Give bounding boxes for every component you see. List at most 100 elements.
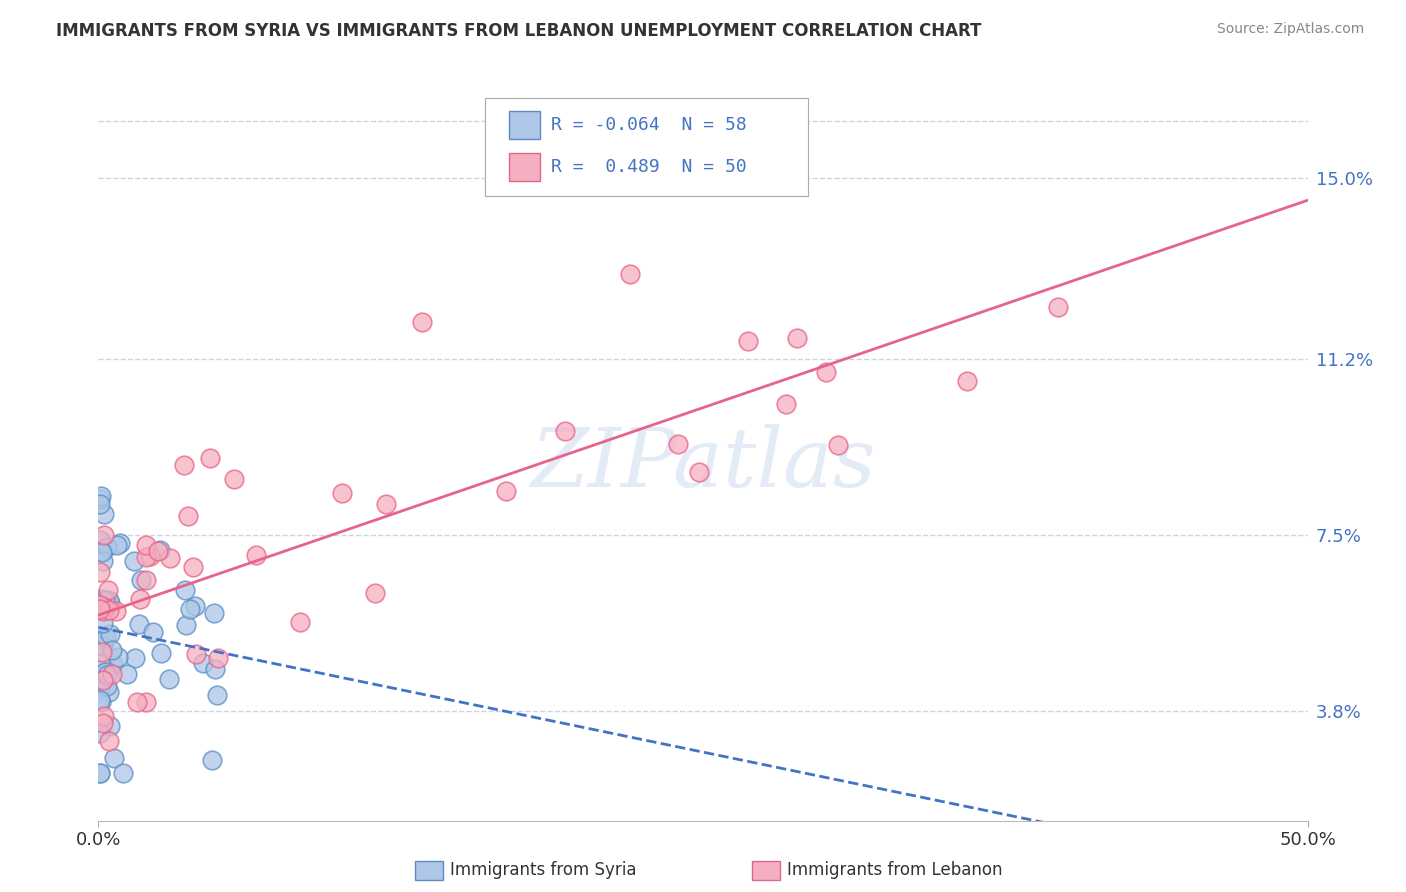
Point bbox=[201, 753, 224, 767]
Point bbox=[90, 490, 112, 504]
Point bbox=[135, 573, 157, 587]
Point bbox=[89, 598, 111, 612]
Point bbox=[89, 602, 111, 616]
Point bbox=[89, 766, 111, 780]
Point bbox=[90, 695, 112, 709]
Point bbox=[148, 543, 170, 558]
Point bbox=[224, 471, 246, 485]
Point bbox=[288, 615, 311, 630]
Point bbox=[411, 315, 433, 329]
Point bbox=[98, 718, 121, 732]
Point bbox=[375, 497, 398, 511]
Point bbox=[103, 657, 125, 671]
Point bbox=[101, 667, 124, 681]
Point bbox=[142, 625, 165, 640]
Point bbox=[94, 593, 117, 607]
Point bbox=[554, 424, 576, 438]
Point bbox=[181, 560, 204, 574]
Point bbox=[129, 573, 152, 587]
Point bbox=[200, 450, 222, 465]
Point bbox=[332, 486, 354, 500]
Point bbox=[90, 543, 112, 558]
Point bbox=[775, 397, 797, 411]
Point bbox=[124, 554, 146, 568]
Point bbox=[91, 645, 114, 659]
Point bbox=[108, 536, 131, 550]
Text: R = -0.064  N = 58: R = -0.064 N = 58 bbox=[551, 116, 747, 134]
Point bbox=[94, 602, 117, 616]
Point bbox=[186, 647, 208, 661]
Point bbox=[93, 633, 115, 648]
Point bbox=[91, 595, 114, 609]
Text: Immigrants from Syria: Immigrants from Syria bbox=[450, 861, 637, 879]
Point bbox=[150, 646, 173, 660]
Point bbox=[737, 334, 759, 349]
Point bbox=[93, 528, 115, 542]
Text: IMMIGRANTS FROM SYRIA VS IMMIGRANTS FROM LEBANON UNEMPLOYMENT CORRELATION CHART: IMMIGRANTS FROM SYRIA VS IMMIGRANTS FROM… bbox=[56, 22, 981, 40]
Point bbox=[91, 615, 114, 630]
Point bbox=[827, 438, 849, 452]
Text: Source: ZipAtlas.com: Source: ZipAtlas.com bbox=[1216, 22, 1364, 37]
Point bbox=[91, 554, 114, 568]
Point bbox=[135, 550, 157, 565]
Point bbox=[89, 533, 111, 547]
Point bbox=[98, 596, 121, 610]
Point bbox=[111, 766, 134, 780]
Point bbox=[101, 642, 124, 657]
Point bbox=[98, 734, 121, 748]
Point bbox=[91, 673, 114, 687]
Point bbox=[93, 508, 115, 522]
Point bbox=[202, 606, 225, 620]
Point bbox=[98, 685, 121, 699]
Point bbox=[176, 618, 198, 632]
Point bbox=[91, 604, 114, 618]
Point bbox=[157, 672, 180, 686]
Point bbox=[94, 630, 117, 644]
Point bbox=[125, 695, 148, 709]
Point bbox=[89, 726, 111, 740]
Point bbox=[204, 661, 226, 675]
Point bbox=[89, 565, 111, 579]
Point bbox=[184, 599, 207, 613]
Point bbox=[205, 688, 228, 702]
Point bbox=[97, 582, 120, 597]
Point bbox=[105, 538, 128, 552]
Point bbox=[956, 374, 979, 388]
Point bbox=[128, 617, 150, 632]
Point bbox=[179, 601, 201, 615]
Point bbox=[89, 497, 111, 511]
Point bbox=[245, 548, 267, 562]
Point bbox=[495, 484, 517, 499]
Text: R =  0.489  N = 50: R = 0.489 N = 50 bbox=[551, 158, 747, 176]
Point bbox=[149, 542, 172, 557]
Point bbox=[98, 627, 121, 641]
Point bbox=[98, 592, 121, 607]
Point bbox=[94, 665, 117, 679]
Point bbox=[176, 509, 198, 524]
Point bbox=[96, 668, 118, 682]
Point bbox=[107, 649, 129, 664]
Point bbox=[103, 750, 125, 764]
Point bbox=[90, 649, 112, 664]
Point bbox=[124, 650, 146, 665]
Point bbox=[89, 594, 111, 608]
Point bbox=[89, 766, 111, 780]
Point bbox=[129, 592, 152, 607]
Point bbox=[93, 600, 115, 615]
Point bbox=[191, 656, 214, 670]
Text: ZIPatlas: ZIPatlas bbox=[530, 424, 876, 504]
Point bbox=[814, 365, 837, 379]
Point bbox=[1046, 300, 1069, 314]
Point bbox=[89, 692, 111, 706]
Point bbox=[91, 716, 114, 731]
Point bbox=[117, 667, 139, 681]
Point bbox=[90, 592, 112, 607]
Text: Immigrants from Lebanon: Immigrants from Lebanon bbox=[787, 861, 1002, 879]
Point bbox=[91, 640, 114, 654]
Point bbox=[135, 538, 157, 552]
Point bbox=[135, 695, 157, 709]
Point bbox=[139, 549, 162, 564]
Point bbox=[91, 545, 114, 559]
Point bbox=[105, 604, 128, 618]
Point bbox=[786, 331, 808, 345]
